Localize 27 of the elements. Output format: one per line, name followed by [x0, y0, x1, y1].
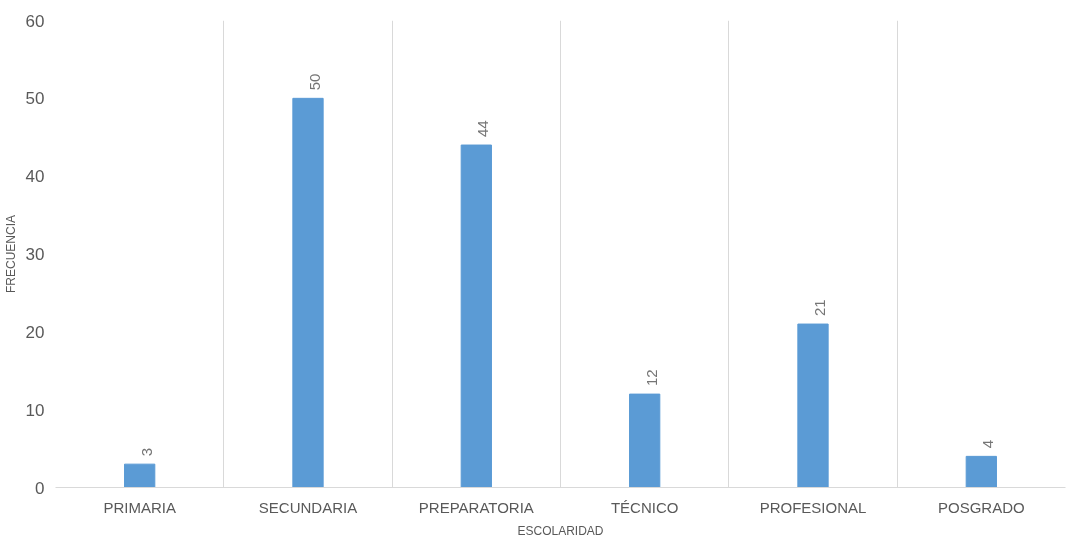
y-tick-label: 10 [25, 400, 45, 420]
x-tick-label: PROFESIONAL [759, 498, 867, 516]
bar [965, 455, 997, 488]
bar [460, 144, 492, 488]
y-tick-label: 20 [25, 322, 45, 342]
data-label: 3 [137, 447, 155, 457]
data-label: 44 [474, 120, 492, 138]
x-tick-label: SECUNDARIA [258, 498, 358, 516]
x-tick-label: PRIMARIA [103, 498, 176, 516]
data-label: 4 [979, 440, 997, 449]
bar [797, 323, 829, 488]
data-label: 50 [306, 73, 323, 91]
y-tick-label: 60 [25, 11, 45, 31]
y-tick-label: 30 [25, 245, 45, 264]
y-tick-label: 0 [35, 478, 45, 498]
bar [124, 463, 156, 488]
data-label: 21 [811, 299, 828, 317]
y-tick-label: 50 [25, 89, 45, 109]
bar [629, 393, 661, 488]
x-tick-label: POSGRADO [937, 498, 1025, 516]
x-axis-title: ESCOLARIDAD [517, 523, 604, 538]
data-label: 12 [642, 369, 660, 387]
x-tick-label: TÉCNICO [610, 498, 679, 516]
y-axis-title: FRECUENCIA [3, 214, 18, 293]
x-tick-label: PREPARATORIA [418, 498, 534, 516]
y-tick-label: 40 [25, 167, 45, 187]
bar [292, 97, 324, 488]
